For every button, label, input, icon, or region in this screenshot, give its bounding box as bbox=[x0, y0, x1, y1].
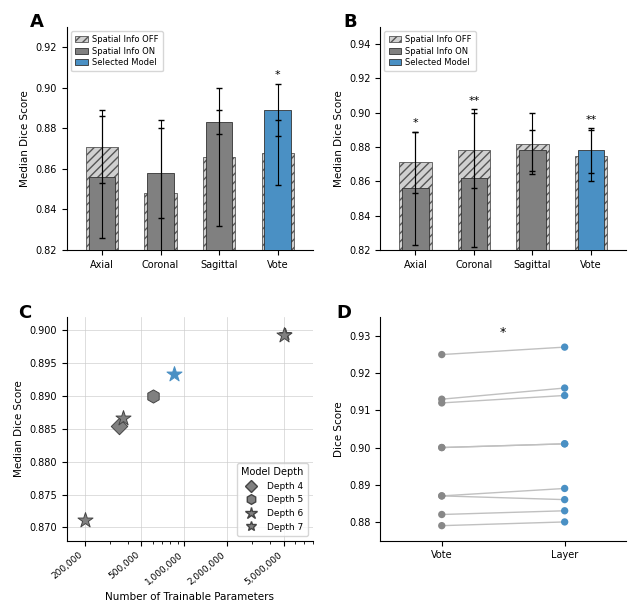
Y-axis label: Median Dice Score: Median Dice Score bbox=[14, 381, 24, 477]
Text: *: * bbox=[500, 326, 506, 339]
Point bbox=[436, 398, 447, 408]
Text: D: D bbox=[336, 304, 351, 322]
Bar bbox=[575, 156, 607, 616]
Point bbox=[118, 413, 128, 423]
Bar bbox=[399, 163, 431, 616]
Point bbox=[436, 443, 447, 453]
Point bbox=[169, 370, 179, 379]
Point bbox=[559, 383, 570, 393]
Bar bbox=[461, 178, 487, 616]
Point bbox=[559, 484, 570, 493]
X-axis label: Number of Trainable Parameters: Number of Trainable Parameters bbox=[106, 592, 275, 602]
Point bbox=[436, 394, 447, 404]
Legend: Spatial Info OFF, Spatial Info ON, Selected Model: Spatial Info OFF, Spatial Info ON, Selec… bbox=[71, 31, 163, 71]
Point bbox=[278, 330, 289, 340]
Y-axis label: Median Dice Score: Median Dice Score bbox=[333, 90, 344, 187]
Point bbox=[559, 506, 570, 516]
Bar bbox=[516, 144, 548, 616]
Bar bbox=[403, 188, 429, 616]
Point bbox=[436, 509, 447, 519]
Point bbox=[559, 391, 570, 400]
Bar bbox=[86, 147, 118, 616]
Bar bbox=[203, 156, 235, 616]
Point bbox=[114, 421, 124, 431]
Bar bbox=[206, 122, 232, 616]
Legend: Spatial Info OFF, Spatial Info ON, Selected Model: Spatial Info OFF, Spatial Info ON, Selec… bbox=[385, 31, 476, 71]
Point bbox=[559, 439, 570, 448]
Point bbox=[559, 517, 570, 527]
Text: C: C bbox=[18, 304, 31, 322]
Point bbox=[79, 514, 90, 524]
Text: **: ** bbox=[586, 115, 596, 124]
Point bbox=[559, 342, 570, 352]
Text: B: B bbox=[344, 14, 357, 31]
Point bbox=[147, 391, 157, 401]
Bar bbox=[519, 150, 546, 616]
Bar bbox=[262, 153, 294, 616]
Y-axis label: Dice Score: Dice Score bbox=[333, 401, 344, 456]
Legend: Depth 4, Depth 5, Depth 6, Depth 7: Depth 4, Depth 5, Depth 6, Depth 7 bbox=[237, 463, 308, 536]
Point bbox=[559, 439, 570, 448]
Bar bbox=[458, 150, 490, 616]
Point bbox=[436, 443, 447, 453]
Bar bbox=[264, 110, 291, 616]
Point bbox=[559, 495, 570, 505]
Bar bbox=[147, 173, 173, 616]
Text: *: * bbox=[413, 118, 419, 128]
Point bbox=[280, 329, 290, 339]
Point bbox=[436, 350, 447, 360]
Text: **: ** bbox=[468, 96, 479, 106]
Text: A: A bbox=[30, 14, 44, 31]
Bar bbox=[89, 177, 115, 616]
Y-axis label: Median Dice Score: Median Dice Score bbox=[20, 90, 30, 187]
Text: *: * bbox=[275, 70, 280, 79]
Point bbox=[436, 491, 447, 501]
Bar bbox=[145, 193, 177, 616]
Point bbox=[436, 491, 447, 501]
Bar bbox=[578, 150, 604, 616]
Point bbox=[436, 521, 447, 530]
